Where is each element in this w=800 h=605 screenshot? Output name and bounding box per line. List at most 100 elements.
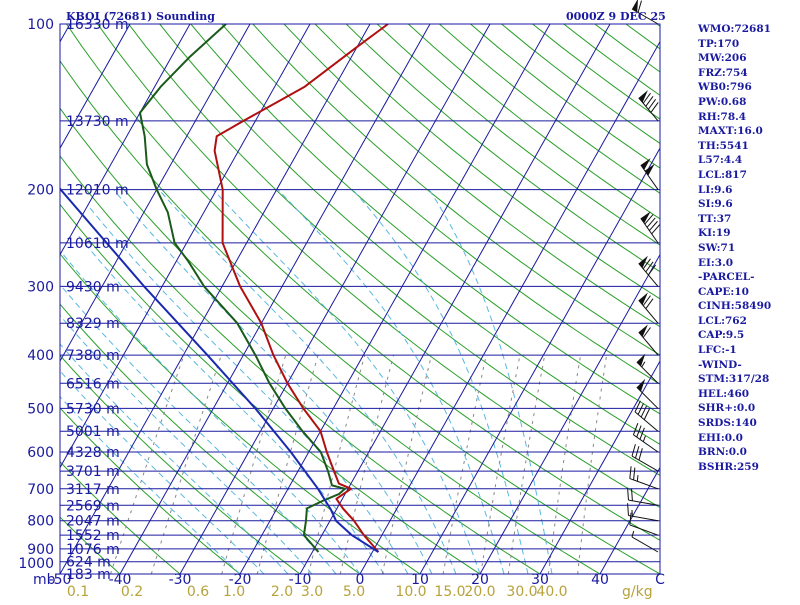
height-label: 9430 m xyxy=(66,279,120,295)
dry-adiabat xyxy=(0,24,360,574)
mixing-ratio-label: 20.0 xyxy=(464,584,495,600)
height-label: 13730 m xyxy=(66,114,129,130)
height-label: 5730 m xyxy=(66,401,120,417)
mixing-ratio-line xyxy=(508,355,544,574)
moist-adiabat xyxy=(159,190,456,574)
pressure-tick-label: 400 xyxy=(27,348,54,364)
wind-barb xyxy=(637,354,658,384)
temperature-line xyxy=(215,24,388,552)
mixing-ratio-label: 3.0 xyxy=(301,584,323,600)
height-label: 5001 m xyxy=(66,424,120,440)
height-label: 12010 m xyxy=(66,183,129,199)
index-line: TP:170 xyxy=(698,37,798,52)
pressure-tick-label: 1000 xyxy=(18,556,54,572)
index-line: BRN:0.0 xyxy=(698,445,798,460)
height-label: 7380 m xyxy=(66,348,120,364)
wind-barb xyxy=(639,293,658,324)
background-lines xyxy=(0,24,800,574)
wind-barb xyxy=(630,466,658,489)
index-line: -PARCEL- xyxy=(698,270,798,285)
index-line: LFC:-1 xyxy=(698,343,798,358)
dry-adiabat xyxy=(67,24,721,574)
dry-adiabat xyxy=(0,24,420,574)
index-line: SRDS:140 xyxy=(698,416,798,431)
index-line: -WIND- xyxy=(698,358,798,373)
index-line: CAP:9.5 xyxy=(698,328,798,343)
index-line: PW:0.68 xyxy=(698,95,798,110)
index-line: LCL:817 xyxy=(698,168,798,183)
index-line: L57:4.4 xyxy=(698,153,798,168)
moist-adiabat xyxy=(89,207,408,574)
index-line: CINH:58490 xyxy=(698,299,798,314)
mixing-ratio-label: 10.0 xyxy=(395,584,426,600)
mixing-ratio-label: 30.0 xyxy=(506,584,537,600)
mixing-ratio-line xyxy=(382,355,431,574)
mixing-ratio-line xyxy=(222,355,286,574)
pressure-tick-label: 500 xyxy=(27,401,54,417)
pressure-tick-label: 200 xyxy=(27,183,54,199)
index-line: SI:9.6 xyxy=(698,197,798,212)
pressure-tick-label: 700 xyxy=(27,482,54,498)
pressure-tick-label: 800 xyxy=(27,514,54,530)
index-line: TT:37 xyxy=(698,212,798,227)
height-label: 8329 m xyxy=(66,316,120,332)
mixing-ratio-label: 2.0 xyxy=(271,584,293,600)
mixing-ratio-label: 15.0 xyxy=(434,584,465,600)
mixing-ratio-line xyxy=(548,355,580,574)
moist-adiabat xyxy=(22,327,264,574)
index-line: HEL:460 xyxy=(698,387,798,402)
index-line: BSHR:259 xyxy=(698,460,798,475)
mixing-ratio-line xyxy=(309,355,365,574)
mixing-ratio-label: 0.1 xyxy=(67,584,89,600)
index-line: SW:71 xyxy=(698,241,798,256)
dry-adiabat xyxy=(98,24,781,574)
index-line: EI:3.0 xyxy=(698,256,798,271)
mixing-ratio-line xyxy=(340,355,393,574)
height-label: 3117 m xyxy=(66,482,120,498)
wind-barb xyxy=(639,324,658,355)
dewpoint-line xyxy=(140,24,345,552)
mixing-ratio-label: 1.0 xyxy=(223,584,245,600)
chart-title-station: KBOI (72681) Sounding xyxy=(66,10,215,23)
mixing-ratio-label: 5.0 xyxy=(343,584,365,600)
pressure-tick-label: 600 xyxy=(27,445,54,461)
plot-frame xyxy=(60,24,660,574)
height-label: 183 m xyxy=(66,567,111,583)
index-line: KI:19 xyxy=(698,226,798,241)
moist-adiabat xyxy=(278,190,504,574)
index-line: WB0:796 xyxy=(698,80,798,95)
index-line: RH:78.4 xyxy=(698,110,798,125)
isotherm xyxy=(0,24,10,574)
height-label: 4328 m xyxy=(66,445,120,461)
wind-barbs xyxy=(628,0,660,552)
pressure-tick-label: 300 xyxy=(27,279,54,295)
isobars xyxy=(60,24,660,574)
index-line: SHR+:0.0 xyxy=(698,401,798,416)
isotherm xyxy=(360,24,670,574)
index-line: LI:9.6 xyxy=(698,183,798,198)
mixing-ratio-label: 0.2 xyxy=(121,584,143,600)
index-line: LCL:762 xyxy=(698,314,798,329)
wind-barb xyxy=(641,158,658,189)
wind-barb xyxy=(628,488,658,506)
height-label: 3701 m xyxy=(66,464,120,480)
mixing-ratio-label: 0.6 xyxy=(187,584,209,600)
index-line: CAPE:10 xyxy=(698,285,798,300)
index-line: WMO:72681 xyxy=(698,22,798,37)
moist-adiabat xyxy=(213,190,480,574)
index-line: TH:5541 xyxy=(698,139,798,154)
chart-title-time: 0000Z 9 DEC 25 xyxy=(566,10,666,23)
index-line: FRZ:754 xyxy=(698,66,798,81)
parcel-line xyxy=(0,47,378,552)
isotherm xyxy=(240,24,550,574)
height-label: 6516 m xyxy=(66,376,120,392)
index-line: MAXT:16.0 xyxy=(698,124,798,139)
mixing-ratio-label: 40.0 xyxy=(536,584,567,600)
index-line: EHI:0.0 xyxy=(698,431,798,446)
isotherm xyxy=(120,24,430,574)
pressure-tick-label: 100 xyxy=(27,17,54,33)
mixing-ratio-unit: g/kg xyxy=(622,584,653,600)
